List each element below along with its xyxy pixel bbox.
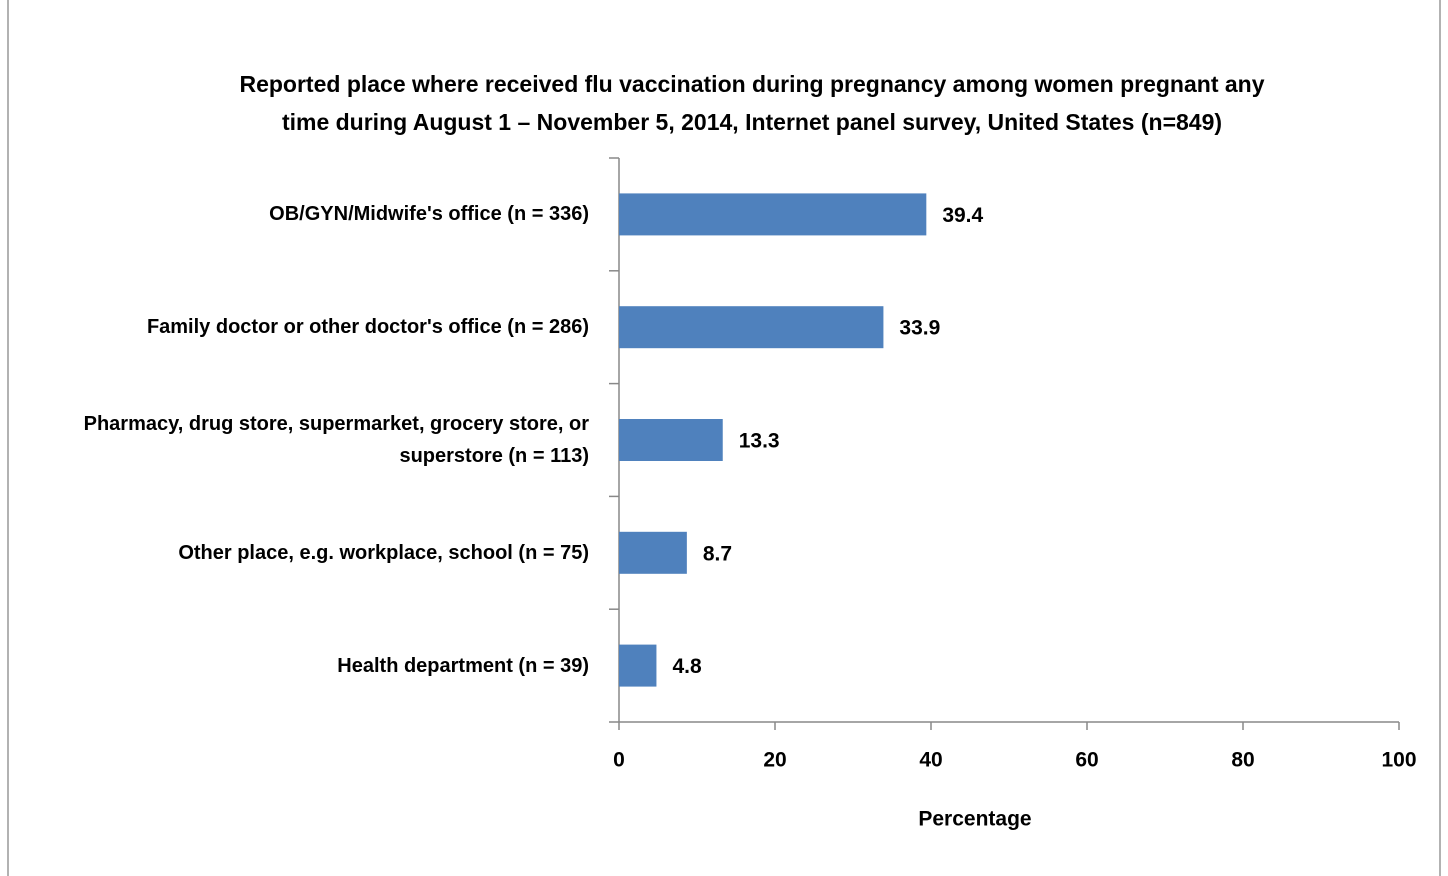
x-axis-title: Percentage <box>918 808 1031 831</box>
y-tick-label: Health department (n = 39) <box>337 654 589 677</box>
chart-title-line: Reported place where received flu vaccin… <box>239 71 1264 97</box>
bar <box>619 306 884 349</box>
bar <box>619 419 723 461</box>
chart-title-line: time during August 1 – November 5, 2014,… <box>282 109 1222 135</box>
y-tick-label: OB/GYN/Midwife's office (n = 336) <box>269 203 589 226</box>
value-label: 33.9 <box>899 317 940 340</box>
y-tick-label: Other place, e.g. workplace, school (n =… <box>178 541 589 564</box>
y-tick-label: Family doctor or other doctor's office (… <box>146 316 589 339</box>
value-label: 8.7 <box>703 542 732 565</box>
y-tick-label: Pharmacy, drug store, supermarket, groce… <box>83 413 589 467</box>
x-tick-label: 100 <box>1381 749 1416 772</box>
x-tick-label: 80 <box>1231 749 1254 772</box>
value-label: 39.4 <box>942 204 983 227</box>
bar <box>619 644 657 687</box>
x-tick-label: 0 <box>613 749 625 772</box>
bar <box>619 531 687 574</box>
x-tick-label: 60 <box>1075 749 1098 772</box>
x-tick-label: 40 <box>919 749 942 772</box>
x-tick-label: 20 <box>763 749 786 772</box>
bar <box>619 193 927 236</box>
value-label: 4.8 <box>672 655 702 678</box>
value-label: 13.3 <box>739 430 780 453</box>
